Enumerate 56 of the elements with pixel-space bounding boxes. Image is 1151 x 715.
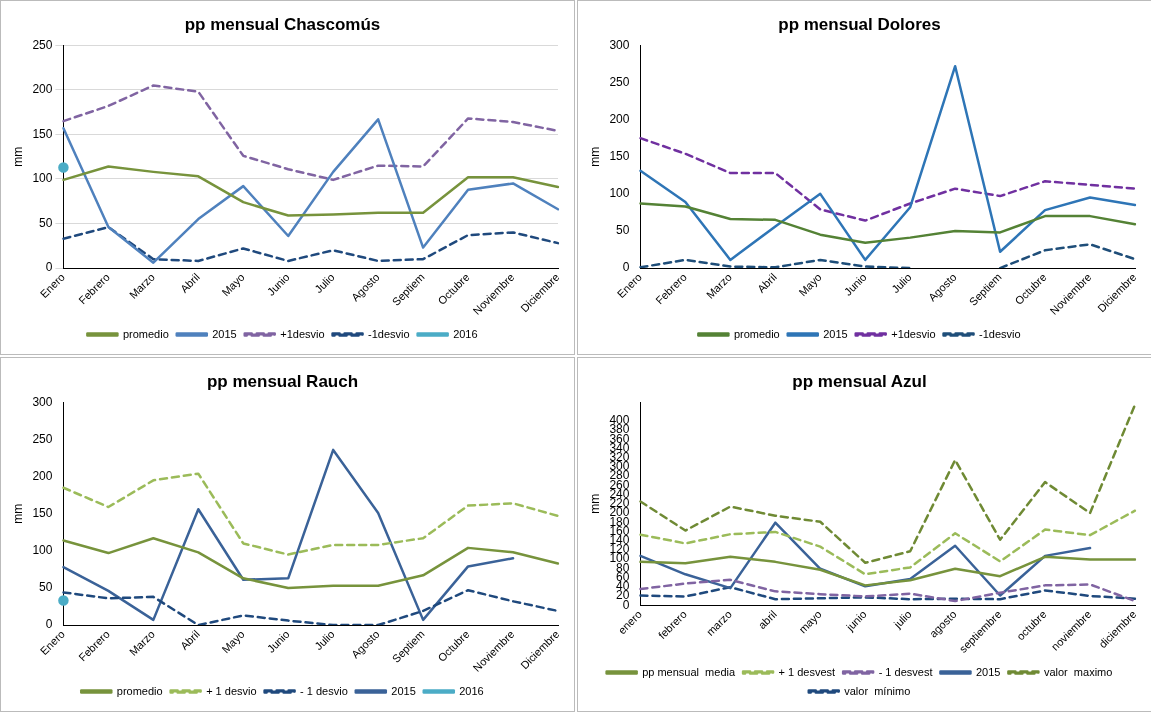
y-tick-label: 0 (45, 260, 53, 275)
legend-label: pp mensual media (642, 665, 736, 678)
y-tick-label: 100 (609, 186, 630, 201)
y-tick-label: 100 (32, 543, 53, 558)
y-axis-title: mm (10, 503, 25, 524)
legend-label: +1desvio (280, 327, 325, 340)
y-tick-label: 150 (32, 126, 53, 141)
chart-title: pp mensual Dolores (778, 14, 941, 34)
y-tick-label: 250 (32, 37, 53, 52)
x-tick-label: Julio (312, 270, 337, 296)
y-tick-label: 50 (39, 215, 53, 230)
y-axis-title: mm (10, 146, 25, 167)
legend-label: 2015 (975, 665, 1001, 678)
y-tick-label: 0 (45, 617, 53, 632)
y-tick-label: 200 (32, 82, 53, 97)
y-tick-label: 300 (609, 37, 630, 52)
legend-label: + 1 desvio (206, 684, 257, 697)
y-tick-label: 250 (32, 431, 53, 446)
line-series (639, 403, 1137, 565)
legend-label: +1desvio (891, 327, 936, 340)
chart-title: pp mensual Rauch (206, 371, 359, 391)
legend-label: 2016 (453, 327, 478, 340)
x-tick-label: Julio (889, 270, 914, 296)
y-tick-label: 100 (32, 171, 53, 186)
y-tick-label: 300 (32, 394, 53, 409)
legend-label: - 1 desvest (878, 665, 933, 678)
legend-label: promedio (733, 327, 780, 340)
y-axis-title: mm (587, 493, 602, 514)
y-tick-label: 200 (32, 468, 53, 483)
legend-label: 2015 (212, 327, 237, 340)
y-tick-label: 250 (609, 74, 630, 89)
legend-label: valor maximo (1043, 665, 1113, 678)
legend-label: promedio (122, 327, 169, 340)
legend-label: 2015 (391, 684, 416, 697)
legend-label: - 1 desvio (300, 684, 348, 697)
legend-label: -1desvio (979, 327, 1021, 340)
legend-label: 2016 (459, 684, 484, 697)
y-tick-label: 150 (609, 149, 630, 164)
line-series (639, 585, 1137, 601)
legend-label: -1desvio (368, 327, 410, 340)
y-tick-label: 200 (609, 111, 630, 126)
legend-label: + 1 desvest (778, 665, 836, 678)
chart-title: pp mensual Azul (792, 371, 927, 391)
chart-title: pp mensual Chascomús (184, 14, 381, 34)
y-tick-label: 50 (616, 223, 630, 238)
legend-label: promedio (116, 684, 163, 697)
legend-label: 2015 (823, 327, 848, 340)
y-tick-label: 150 (32, 506, 53, 521)
line-series (639, 509, 1137, 576)
y-tick-label: 50 (39, 580, 53, 595)
y-axis-title: mm (587, 146, 602, 167)
line-series (639, 136, 1137, 222)
line-series (62, 472, 560, 556)
x-tick-label: Julio (312, 627, 337, 653)
legend-label: valor mínimo (844, 684, 911, 697)
y-tick-label: 0 (622, 260, 630, 275)
